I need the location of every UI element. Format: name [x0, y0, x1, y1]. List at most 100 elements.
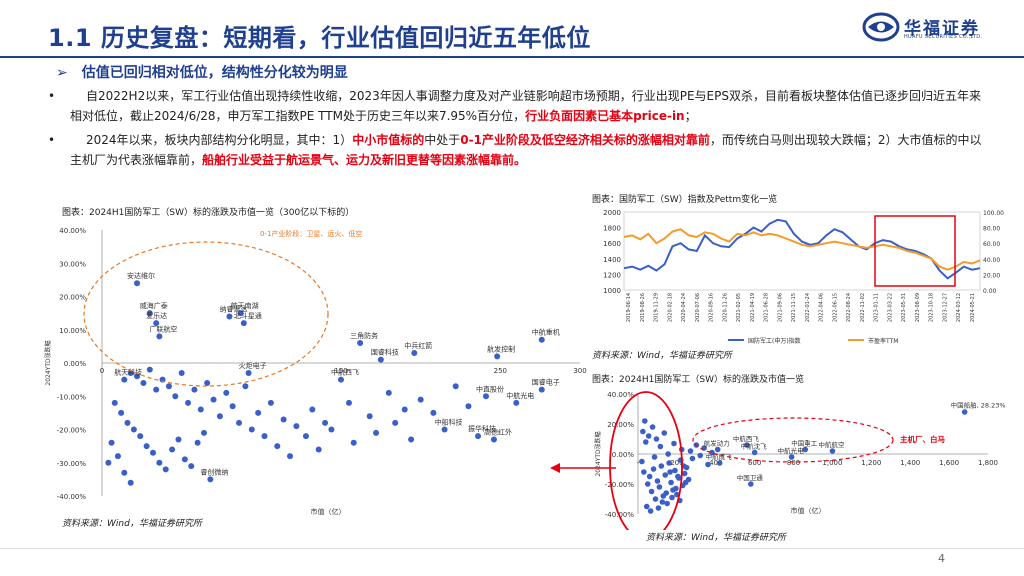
data-point	[149, 449, 156, 456]
y-tick-label: 40.00%	[59, 227, 86, 235]
data-point	[146, 310, 153, 317]
data-point	[350, 439, 357, 446]
point-label: 广联航空	[149, 324, 177, 333]
data-point	[153, 386, 160, 393]
x-tick-label: 1,000	[822, 459, 842, 467]
x-tick-label: 2024-03-12	[956, 293, 962, 322]
data-point	[191, 386, 198, 393]
y-tick-label: -30.00%	[57, 460, 87, 468]
data-point	[475, 433, 482, 440]
data-point	[747, 481, 754, 487]
y-axis-title: 2024YTD涨跌幅	[44, 340, 52, 385]
point-label: 三角防务	[350, 331, 378, 340]
x-tick-label: 2023-01-11	[874, 293, 880, 322]
bullet-paragraph-2: • 2024年以来，板块内部结构分化明显，其中：1）中小市值标的中处于0-1产业…	[48, 130, 988, 170]
x-tick-label: 2020-07-06	[695, 293, 701, 322]
data-point	[226, 313, 233, 320]
x-tick-label: 2022-01-24	[805, 293, 811, 322]
point-label: 睿创微纳	[200, 467, 228, 476]
x-tick-label: 2022-08-24	[846, 293, 852, 322]
data-point	[490, 436, 497, 443]
x-tick-label: 2023-10-18	[929, 293, 935, 322]
y-tick-label: 20.00%	[607, 421, 634, 429]
data-point	[373, 429, 380, 436]
data-point	[652, 496, 659, 502]
point-label: 中航重机	[532, 328, 560, 337]
logo-icon	[862, 12, 900, 42]
x-tick-label: 300	[573, 367, 586, 375]
data-point	[659, 499, 666, 505]
data-point	[248, 426, 255, 433]
point-label: 中国卫通	[737, 473, 764, 482]
data-point	[156, 459, 163, 466]
data-point	[345, 399, 352, 406]
title-divider	[0, 56, 1024, 58]
data-point	[194, 439, 201, 446]
data-point	[661, 430, 668, 436]
highlight-box	[874, 215, 956, 287]
data-point	[200, 429, 207, 436]
data-point	[675, 473, 681, 480]
series-line	[623, 228, 981, 271]
data-point	[242, 383, 249, 390]
bottom-right-chart-source: 资料来源：Wind，华福证券研究所	[646, 533, 786, 543]
y-tick-label: -40.00%	[57, 493, 87, 501]
title-bar: 1.1 历史复盘：短期看，行业估值回归近五年低位 华福证券 HUAFU SECU…	[0, 0, 1024, 58]
logo-name: 华福证券	[904, 19, 980, 39]
data-point	[513, 399, 520, 406]
point-label: 中航光电	[506, 391, 534, 400]
data-point	[430, 409, 437, 416]
page-title: 1.1 历史复盘：短期看，行业估值回归近五年低位	[48, 24, 591, 52]
data-point	[127, 479, 134, 486]
point-label: 中国船舶, 28.23%	[951, 401, 1006, 410]
chart-annotation: 0-1产业阶段：卫星、远火、低空	[260, 229, 362, 238]
x-tick-label: 2023-08-09	[915, 293, 921, 322]
point-label: 中航航空	[818, 440, 845, 449]
data-point	[156, 333, 163, 340]
left-scatter-chart: 40.00% 30.00% 20.00% 10.00% 0.00% -10.00% -20.…	[40, 218, 600, 518]
data-point	[236, 419, 243, 426]
x-tick-label: 600	[748, 459, 761, 467]
data-point	[802, 446, 809, 453]
section-subheading: ➢ 估值已回归相对低位，结构性分化较为明显	[56, 62, 348, 82]
series-line	[623, 218, 981, 280]
data-point	[153, 320, 160, 327]
highlight-ellipse	[83, 241, 329, 387]
left-chart-caption: 图表：2024H1国防军工（SW）标的涨跌及市值一览（300亿以下标的）	[62, 208, 355, 218]
data-point	[642, 418, 648, 424]
data-point	[649, 424, 656, 430]
logo-subtitle: HUAFU SECURITIES CO.,LTD.	[904, 34, 983, 40]
y-tick-label: 0.00%	[612, 451, 635, 459]
data-point	[255, 409, 262, 416]
data-point	[175, 436, 182, 443]
body-text: ；	[684, 109, 697, 123]
data-point	[118, 409, 125, 416]
data-point	[655, 505, 662, 511]
x-tick-label: 2019-08-26	[640, 293, 646, 322]
data-point	[664, 500, 670, 507]
body-text: 中处于	[424, 133, 461, 147]
data-point	[181, 456, 188, 463]
data-point	[705, 461, 711, 468]
point-label: 中国重工	[791, 439, 818, 448]
chart-annotation: 主机厂、白马	[900, 434, 945, 444]
x-tick-label: 2020-04-24	[681, 293, 687, 322]
point-label: 中航西飞	[733, 434, 760, 443]
bullet-text: 2024年以来，板块内部结构分化明显，其中：1）中小市值标的中处于0-1产业阶段…	[48, 130, 988, 170]
body-text: 自2022H2以来，军工行业估值出现持续性收缩，2023年因人事调整力度及对产业…	[70, 89, 981, 123]
x-tick-label: 2019-11-29	[654, 293, 660, 322]
data-point	[172, 393, 179, 400]
point-label: 航天科技	[114, 368, 142, 377]
data-point	[687, 448, 694, 454]
data-point	[716, 460, 723, 466]
x-tick-label: 2020-11-26	[722, 293, 728, 322]
data-point	[207, 476, 214, 483]
footer-divider	[0, 548, 1024, 549]
data-point	[143, 443, 150, 450]
bottom-right-scatter-chart: 40.00% 20.00% 0.00% -20.00% -40.00% -200 400 60…	[588, 384, 1008, 541]
x-tick-label: 2022-04-06	[819, 293, 825, 322]
data-point	[105, 459, 112, 466]
y-tick-label: 10.00%	[59, 327, 86, 335]
data-point	[185, 399, 192, 406]
point-label: 中兵红箭	[404, 341, 432, 350]
